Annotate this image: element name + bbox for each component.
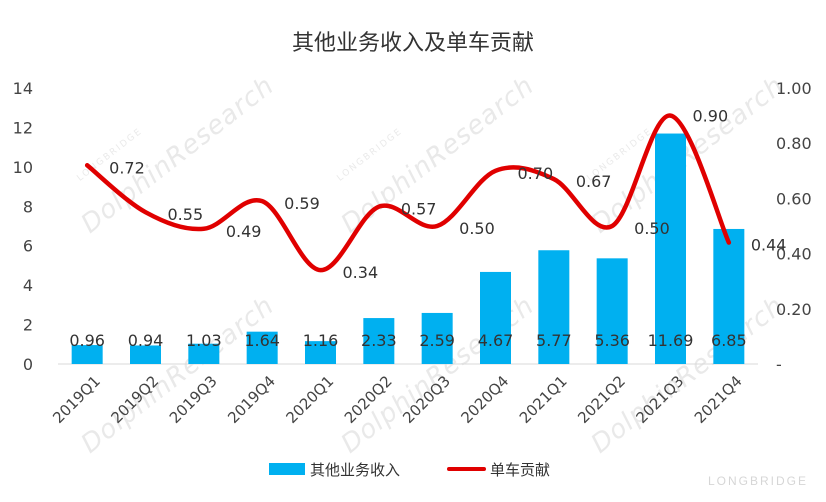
y-left-tick-label: 4 [23,276,33,295]
bar [538,250,570,364]
legend-swatch-bars [269,463,305,475]
line-value-label: 0.50 [634,219,670,238]
bar-value-label: 1.64 [244,331,280,350]
bar-value-label: 5.36 [594,331,630,350]
line-value-label: 0.50 [459,219,495,238]
legend-label-bars: 其他业务收入 [310,461,400,479]
y-left-tick-label: 10 [13,158,33,177]
chart-title: 其他业务收入及单车贡献 [292,31,534,56]
bar-value-label: 6.85 [711,331,747,350]
y-right-tick-label: 0.60 [776,189,812,208]
series-line [84,113,732,273]
x-tick-label: 2020Q2 [341,372,396,427]
bar-value-label: 11.69 [648,331,694,350]
brand-logo: LONGBRIDGE [707,474,808,488]
y-left-tick-label: 14 [13,79,33,98]
x-tick-label: 2021Q3 [633,372,688,427]
bar-value-label: 5.77 [536,331,572,350]
line-value-label: 0.55 [168,205,204,224]
bar [71,345,103,364]
bar [188,343,220,364]
line-value-label: 0.49 [226,222,262,241]
x-tick-label: 2020Q1 [283,372,338,427]
y-left-tick-label: 8 [23,197,33,216]
bar [363,318,395,364]
bar-value-label: 1.03 [186,331,222,350]
line-value-label: 0.59 [284,194,320,213]
bar-value-label: 2.33 [361,331,397,350]
line-value-label: 0.67 [576,172,612,191]
y-right-tick-label: 0.80 [776,134,812,153]
bar-value-label: 1.16 [303,331,339,350]
y-left-tick-label: 0 [23,355,33,374]
bar [480,271,511,364]
y-right-tick-label: - [776,355,782,374]
bar-value-label: 2.59 [419,331,455,350]
bar-value-label: 0.96 [69,331,105,350]
x-tick-label: 2021Q4 [691,372,746,427]
line-value-label: 0.90 [693,107,729,126]
line-value-label: 0.72 [109,158,145,177]
bar [130,345,161,364]
x-tick-label: 2019Q2 [108,372,163,427]
x-tick-label: 2021Q1 [516,372,571,427]
y-right-tick-label: 1.00 [776,79,812,98]
line-value-label: 0.70 [518,164,554,183]
x-tick-label: 2019Q3 [166,372,221,427]
line-value-label: 0.57 [401,200,437,219]
y-left-tick-label: 6 [23,237,33,256]
x-tick-label: 2020Q3 [399,372,454,427]
legend-label-line: 单车贡献 [490,461,550,479]
bar-value-label: 4.67 [478,331,514,350]
x-tick-label: 2020Q4 [458,372,513,427]
bar [655,133,686,364]
bar [713,228,745,364]
bar [596,258,628,364]
x-tick-label: 2019Q4 [224,372,279,427]
bar [305,341,336,364]
x-tick-label: 2021Q2 [574,372,629,427]
line-value-label: 0.44 [751,236,787,255]
y-left-tick-label: 2 [23,316,33,335]
bar [246,331,278,364]
y-left-tick-label: 12 [13,118,33,137]
bar-value-label: 0.94 [128,331,164,350]
y-right-tick-label: 0.20 [776,300,812,319]
y-right-tick-label: 0.40 [776,245,812,264]
bar [421,312,453,364]
x-tick-label: 2019Q1 [49,372,104,427]
line-value-label: 0.34 [343,263,379,282]
